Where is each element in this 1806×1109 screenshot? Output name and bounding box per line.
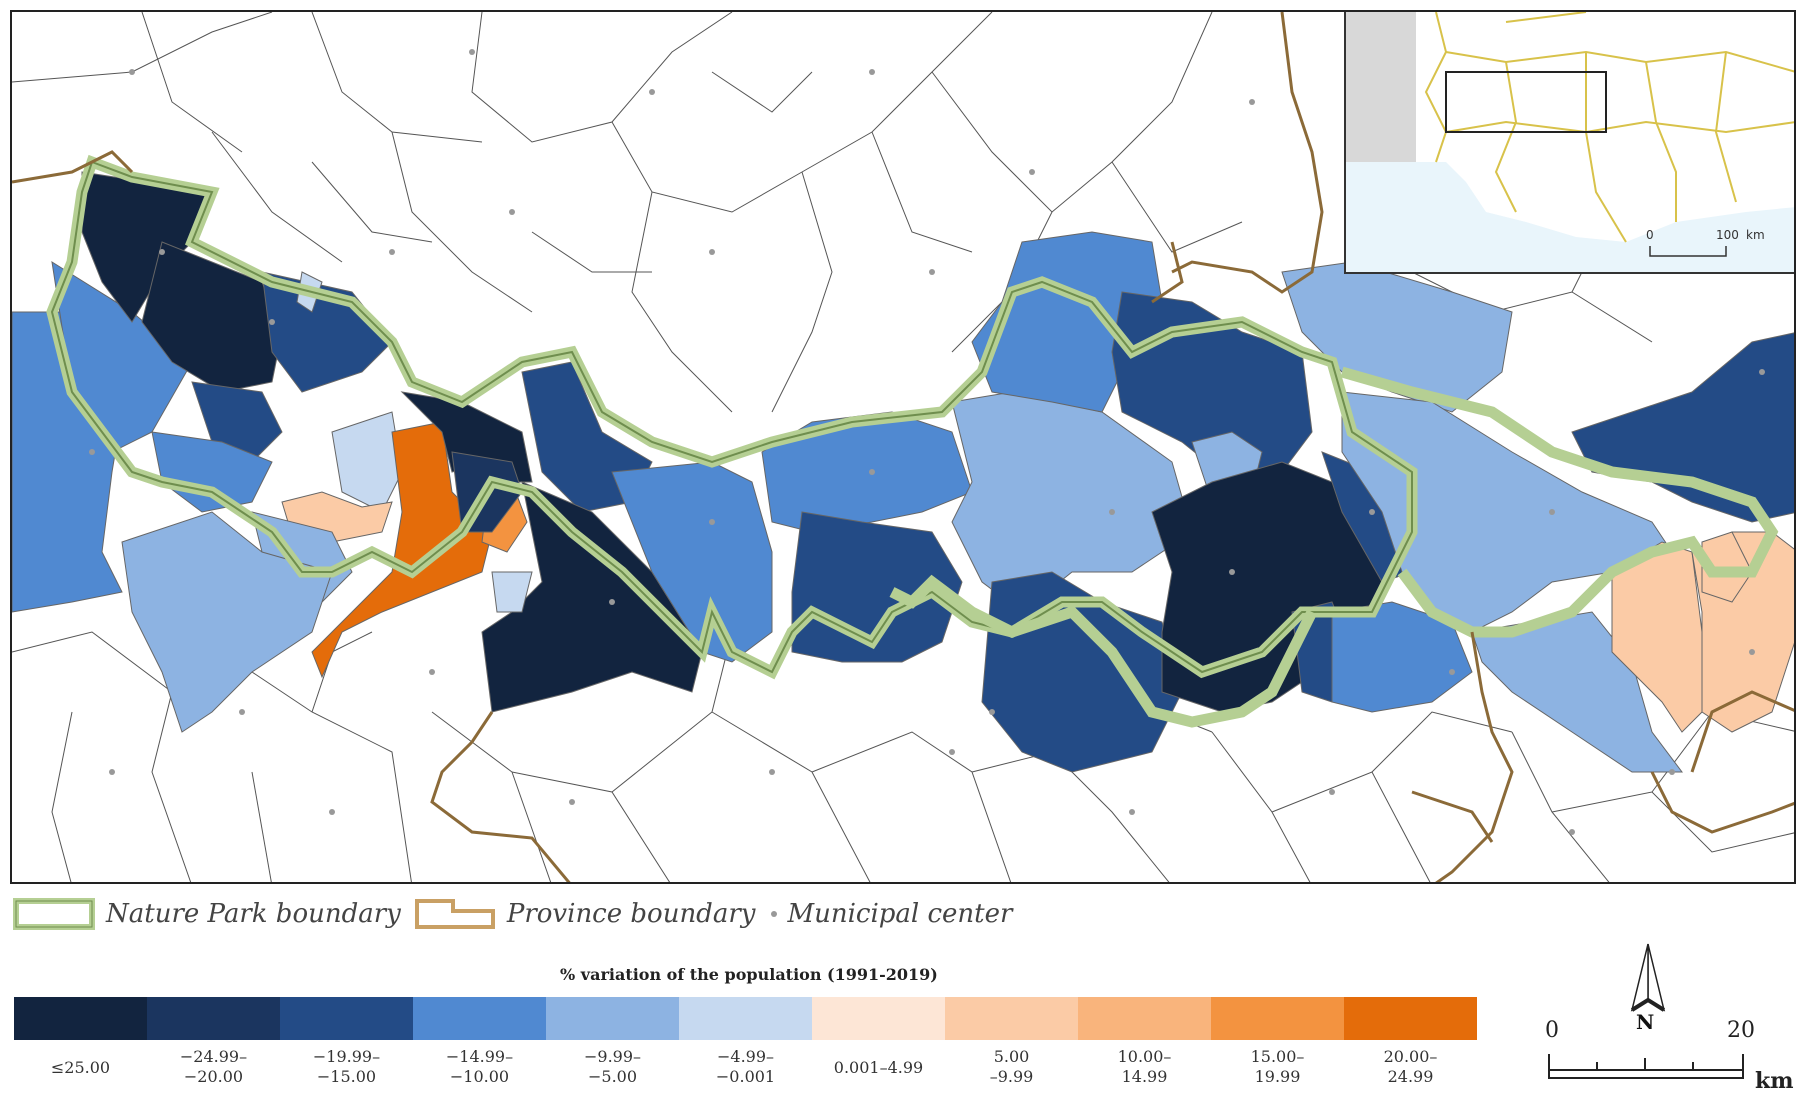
province-swatch <box>414 899 495 929</box>
scale-end: 20 <box>1727 1018 1755 1043</box>
province-boundary <box>12 12 1794 882</box>
colorbar-swatch <box>14 997 147 1040</box>
legend-municipal: Municipal center <box>767 899 1012 929</box>
colorbar-label: ≤25.00 <box>50 1058 111 1077</box>
inset-gray-region <box>1346 12 1416 162</box>
colorbar-label: −4.99– −0.001 <box>715 1047 776 1086</box>
muni-light-2 <box>331 411 403 513</box>
inset-map: 0 100 km <box>1344 12 1794 274</box>
colorbar-swatch <box>413 997 546 1040</box>
municipal-center-dot <box>771 911 778 917</box>
north-label: N <box>1636 1010 1655 1034</box>
colorbar-swatch <box>1078 997 1211 1040</box>
muni-mid-e-large <box>1341 391 1673 633</box>
choropleth-map <box>12 12 1794 882</box>
colorbar-swatch <box>546 997 679 1040</box>
municipalities-shaded <box>12 171 1794 773</box>
colorbar-label: 0.001–4.99 <box>833 1058 924 1077</box>
colorbar-label: −14.99– −10.00 <box>445 1047 514 1086</box>
legend-province-label: Province boundary <box>506 899 756 929</box>
muni-mid-big-sw <box>121 511 333 733</box>
legend-province: Province boundary <box>413 897 756 931</box>
muni-light-center <box>491 571 533 613</box>
map-frame: 0 100 km <box>10 10 1796 884</box>
colorbar <box>14 997 1477 1040</box>
inset-province-lines <box>1424 12 1794 243</box>
colorbar-label: −19.99– −15.00 <box>312 1047 381 1086</box>
north-arrow-icon <box>1630 943 1666 1012</box>
colorbar-swatch <box>812 997 945 1040</box>
colorbar-label: −24.99– −20.00 <box>179 1047 248 1086</box>
legend-nature-park: Nature Park boundary <box>12 897 401 931</box>
symbol-legend: Nature Park boundary Province boundary M… <box>12 896 1024 932</box>
muni-blue-mid-2 <box>761 411 973 533</box>
muni-mid-ne <box>1281 261 1513 413</box>
inset-extent-box <box>1445 71 1607 133</box>
inset-scale-unit: km <box>1746 228 1765 242</box>
inset-scale-end: 100 <box>1716 228 1739 242</box>
municipal-centers <box>89 49 1765 835</box>
colorbar-swatch <box>945 997 1078 1040</box>
scale-start: 0 <box>1545 1018 1559 1043</box>
nature-park-swatch <box>13 898 95 930</box>
nature-park-boundary <box>46 154 1779 728</box>
colorbar-label: 10.00– 14.99 <box>1117 1047 1172 1086</box>
colorbar-label: 5.00 –9.99 <box>989 1047 1034 1086</box>
colorbar-swatch <box>280 997 413 1040</box>
inset-scale-bar <box>1649 246 1727 257</box>
muni-blue-e4 <box>1331 601 1473 713</box>
colorbar-swatch <box>1211 997 1344 1040</box>
colorbar-swatch <box>1344 997 1477 1040</box>
scale-unit: km <box>1755 1068 1794 1094</box>
legend-title: % variation of the population (1991-2019… <box>560 965 938 984</box>
colorbar-label: 15.00– 19.99 <box>1250 1047 1305 1086</box>
colorbar-swatch <box>147 997 280 1040</box>
inset-map-svg <box>1346 12 1794 257</box>
muni-darkblue-far-e <box>1571 332 1794 523</box>
muni-blue-mid <box>611 461 773 663</box>
inset-scale-start: 0 <box>1646 228 1654 242</box>
legend-municipal-label: Municipal center <box>787 899 1013 929</box>
colorbar-swatch <box>679 997 812 1040</box>
legend-nature-park-label: Nature Park boundary <box>106 899 401 929</box>
colorbar-label: −9.99– −5.00 <box>583 1047 642 1086</box>
muni-nw-4 <box>191 381 283 473</box>
colorbar-label: 20.00– 24.99 <box>1383 1047 1438 1086</box>
scale-bar-graphic <box>1548 1054 1744 1079</box>
